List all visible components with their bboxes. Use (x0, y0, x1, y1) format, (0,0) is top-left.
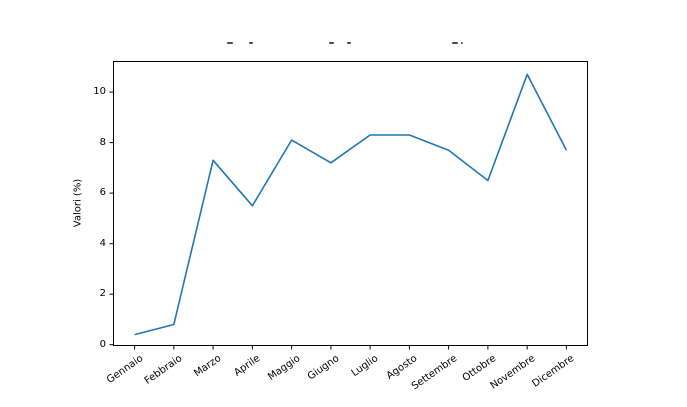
x-tick-label: Marzo (192, 353, 224, 380)
plot-area (113, 61, 588, 346)
y-tick-label: 4 (99, 237, 106, 249)
y-axis-label: Valori (%) (72, 178, 84, 228)
x-tick-label: Dicembre (530, 353, 577, 390)
clipped-title-fragment (461, 42, 463, 44)
clipped-title-fragment (452, 42, 458, 44)
x-tick-label: Febbraio (142, 353, 185, 387)
x-tick-label: Maggio (265, 353, 302, 383)
clipped-title-fragment (249, 42, 253, 44)
x-tick-label: Gennaio (104, 353, 145, 386)
x-tick-label: Aprile (232, 353, 263, 379)
y-tick-label: 10 (93, 86, 106, 98)
y-tick-label: 8 (99, 136, 106, 148)
x-tick-label: Luglio (349, 353, 381, 380)
clipped-title-fragment (227, 42, 233, 44)
y-tick-label: 0 (99, 338, 106, 350)
x-tick-label: Giugno (305, 353, 342, 383)
clipped-title-fragment (347, 42, 351, 44)
y-tick-label: 6 (99, 187, 106, 199)
clipped-title-fragment (329, 42, 334, 44)
y-tick-label: 2 (99, 288, 106, 300)
